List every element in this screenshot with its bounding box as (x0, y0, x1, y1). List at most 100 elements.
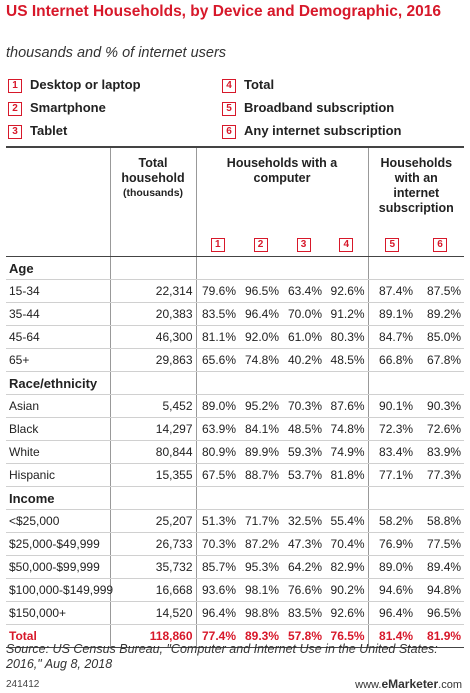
cell (195, 486, 239, 510)
cell-value: 14,297 (109, 417, 196, 441)
legend-label: Total (244, 77, 275, 92)
legend-number: 1 (8, 79, 22, 93)
cell-value: 95.2% (239, 394, 282, 418)
cell-value: 96.4% (239, 302, 282, 326)
header-unit: (thousands) (122, 187, 184, 199)
header-row: Total household (thousands) Households wit… (6, 146, 465, 232)
cell-value: 48.5% (282, 417, 325, 441)
header-cell: Households with a computer (195, 146, 369, 232)
cell-value: 14,520 (109, 601, 196, 625)
cell-value: 82.9% (325, 555, 369, 579)
cell (195, 371, 239, 395)
cell-value: 70.0% (282, 302, 325, 326)
column-number: 4 (339, 237, 354, 252)
cell-value: 77.5% (416, 532, 465, 556)
cell-value: 64.2% (282, 555, 325, 579)
cell-value: 77.3% (416, 463, 465, 487)
header-cell: Total household (thousands) (109, 146, 196, 232)
cell-value: 96.4% (195, 601, 239, 625)
data-row: Asian 5,452 89.0% 95.2% 70.3% 87.6% 90.1% 90.3% (6, 394, 465, 418)
cell-value: 72.6% (416, 417, 465, 441)
cell-value: 98.8% (239, 601, 282, 625)
cell (367, 371, 417, 395)
cell-value: 85.7% (195, 555, 239, 579)
column-number: 3 (296, 237, 311, 252)
cell-value: 84.7% (367, 325, 417, 349)
row-label: Total (6, 624, 110, 648)
cell-value: 20,383 (109, 302, 196, 326)
brand-part: www. (355, 679, 382, 691)
cell-value: 83.5% (282, 601, 325, 625)
row-label: 35-44 (6, 302, 110, 326)
cell (282, 371, 325, 395)
brand-part: eMarketer (381, 677, 439, 691)
cell-value: 65.6% (195, 348, 239, 372)
cell-value: 77.4% (195, 624, 239, 648)
cell-value: 29,863 (109, 348, 196, 372)
brand: www.eMarketer.com (355, 677, 462, 691)
cell-value: 35,732 (109, 555, 196, 579)
cell-value: 66.8% (367, 348, 417, 372)
cell (109, 232, 196, 257)
cell (109, 371, 196, 395)
cell-value: 94.8% (416, 578, 465, 602)
data-row: 65+ 29,863 65.6% 74.8% 40.2% 48.5% 66.8% 67.8% (6, 348, 465, 372)
cell-value: 63.4% (282, 279, 325, 303)
header-text: Total household (121, 156, 185, 185)
cell-value: 57.8% (282, 624, 325, 648)
cell (416, 371, 465, 395)
cell (109, 256, 196, 280)
cell-value: 90.2% (325, 578, 369, 602)
section-row: Race/ethnicity (6, 371, 465, 395)
cell-value: 96.4% (367, 601, 417, 625)
column-number: 1 (210, 237, 225, 252)
total-row: Total 118,860 77.4% 89.3% 57.8% 76.5% 81.4% 81.… (6, 624, 465, 648)
cell (239, 256, 282, 280)
legend-number: 2 (8, 102, 22, 116)
cell: 4 (325, 232, 369, 257)
cell-value: 81.1% (195, 325, 239, 349)
cell-value: 81.8% (325, 463, 369, 487)
cell: 3 (282, 232, 325, 257)
cell-value: 92.6% (325, 279, 369, 303)
cell (282, 256, 325, 280)
column-number: 5 (385, 237, 400, 252)
data-row: White 80,844 80.9% 89.9% 59.3% 74.9% 83.4% 83.9… (6, 440, 465, 464)
data-row: $150,000+ 14,520 96.4% 98.8% 83.5% 92.6% 96.4%… (6, 601, 465, 625)
section-name: Race/ethnicity (6, 371, 110, 395)
cell-value: 77.1% (367, 463, 417, 487)
row-label: Black (6, 417, 110, 441)
data-row: 35-44 20,383 83.5% 96.4% 70.0% 91.2% 89.1% 89.2… (6, 302, 465, 326)
cell: 5 (367, 232, 417, 257)
cell (325, 486, 369, 510)
cell-value: 58.8% (416, 509, 465, 533)
cell-value: 53.7% (282, 463, 325, 487)
row-label: 65+ (6, 348, 110, 372)
cell-value: 94.6% (367, 578, 417, 602)
cell-value: 15,355 (109, 463, 196, 487)
cell-value: 63.9% (195, 417, 239, 441)
cell-value: 5,452 (109, 394, 196, 418)
cell-value: 74.8% (239, 348, 282, 372)
column-number-row: 1 2 3 4 5 6 (6, 232, 465, 257)
cell-value: 90.1% (367, 394, 417, 418)
cell-value: 87.2% (239, 532, 282, 556)
source: Source: US Census Bureau, "Computer and … (6, 642, 438, 671)
cell-value: 67.8% (416, 348, 465, 372)
data-row: $25,000-$49,999 26,733 70.3% 87.2% 47.3% 70.4… (6, 532, 465, 556)
cell (325, 371, 369, 395)
section-name: Age (6, 256, 110, 280)
cell-value: 58.2% (367, 509, 417, 533)
cell (325, 256, 369, 280)
cell-value: 47.3% (282, 532, 325, 556)
data-row: Black 14,297 63.9% 84.1% 48.5% 74.8% 72.3% 72.6… (6, 417, 465, 441)
data-row: $100,000-$149,999 16,668 93.6% 98.1% 76.6% 90… (6, 578, 465, 602)
cell-value: 22,314 (109, 279, 196, 303)
legend-item: 5 Broadband subscription (222, 99, 394, 117)
cell-value: 80.9% (195, 440, 239, 464)
row-label: <$25,000 (6, 509, 110, 533)
cell: 2 (239, 232, 282, 257)
header-cell: Households with an internet subscription (367, 146, 465, 232)
legend-label: Smartphone (30, 100, 106, 115)
legend-label: Any internet subscription (244, 123, 402, 138)
